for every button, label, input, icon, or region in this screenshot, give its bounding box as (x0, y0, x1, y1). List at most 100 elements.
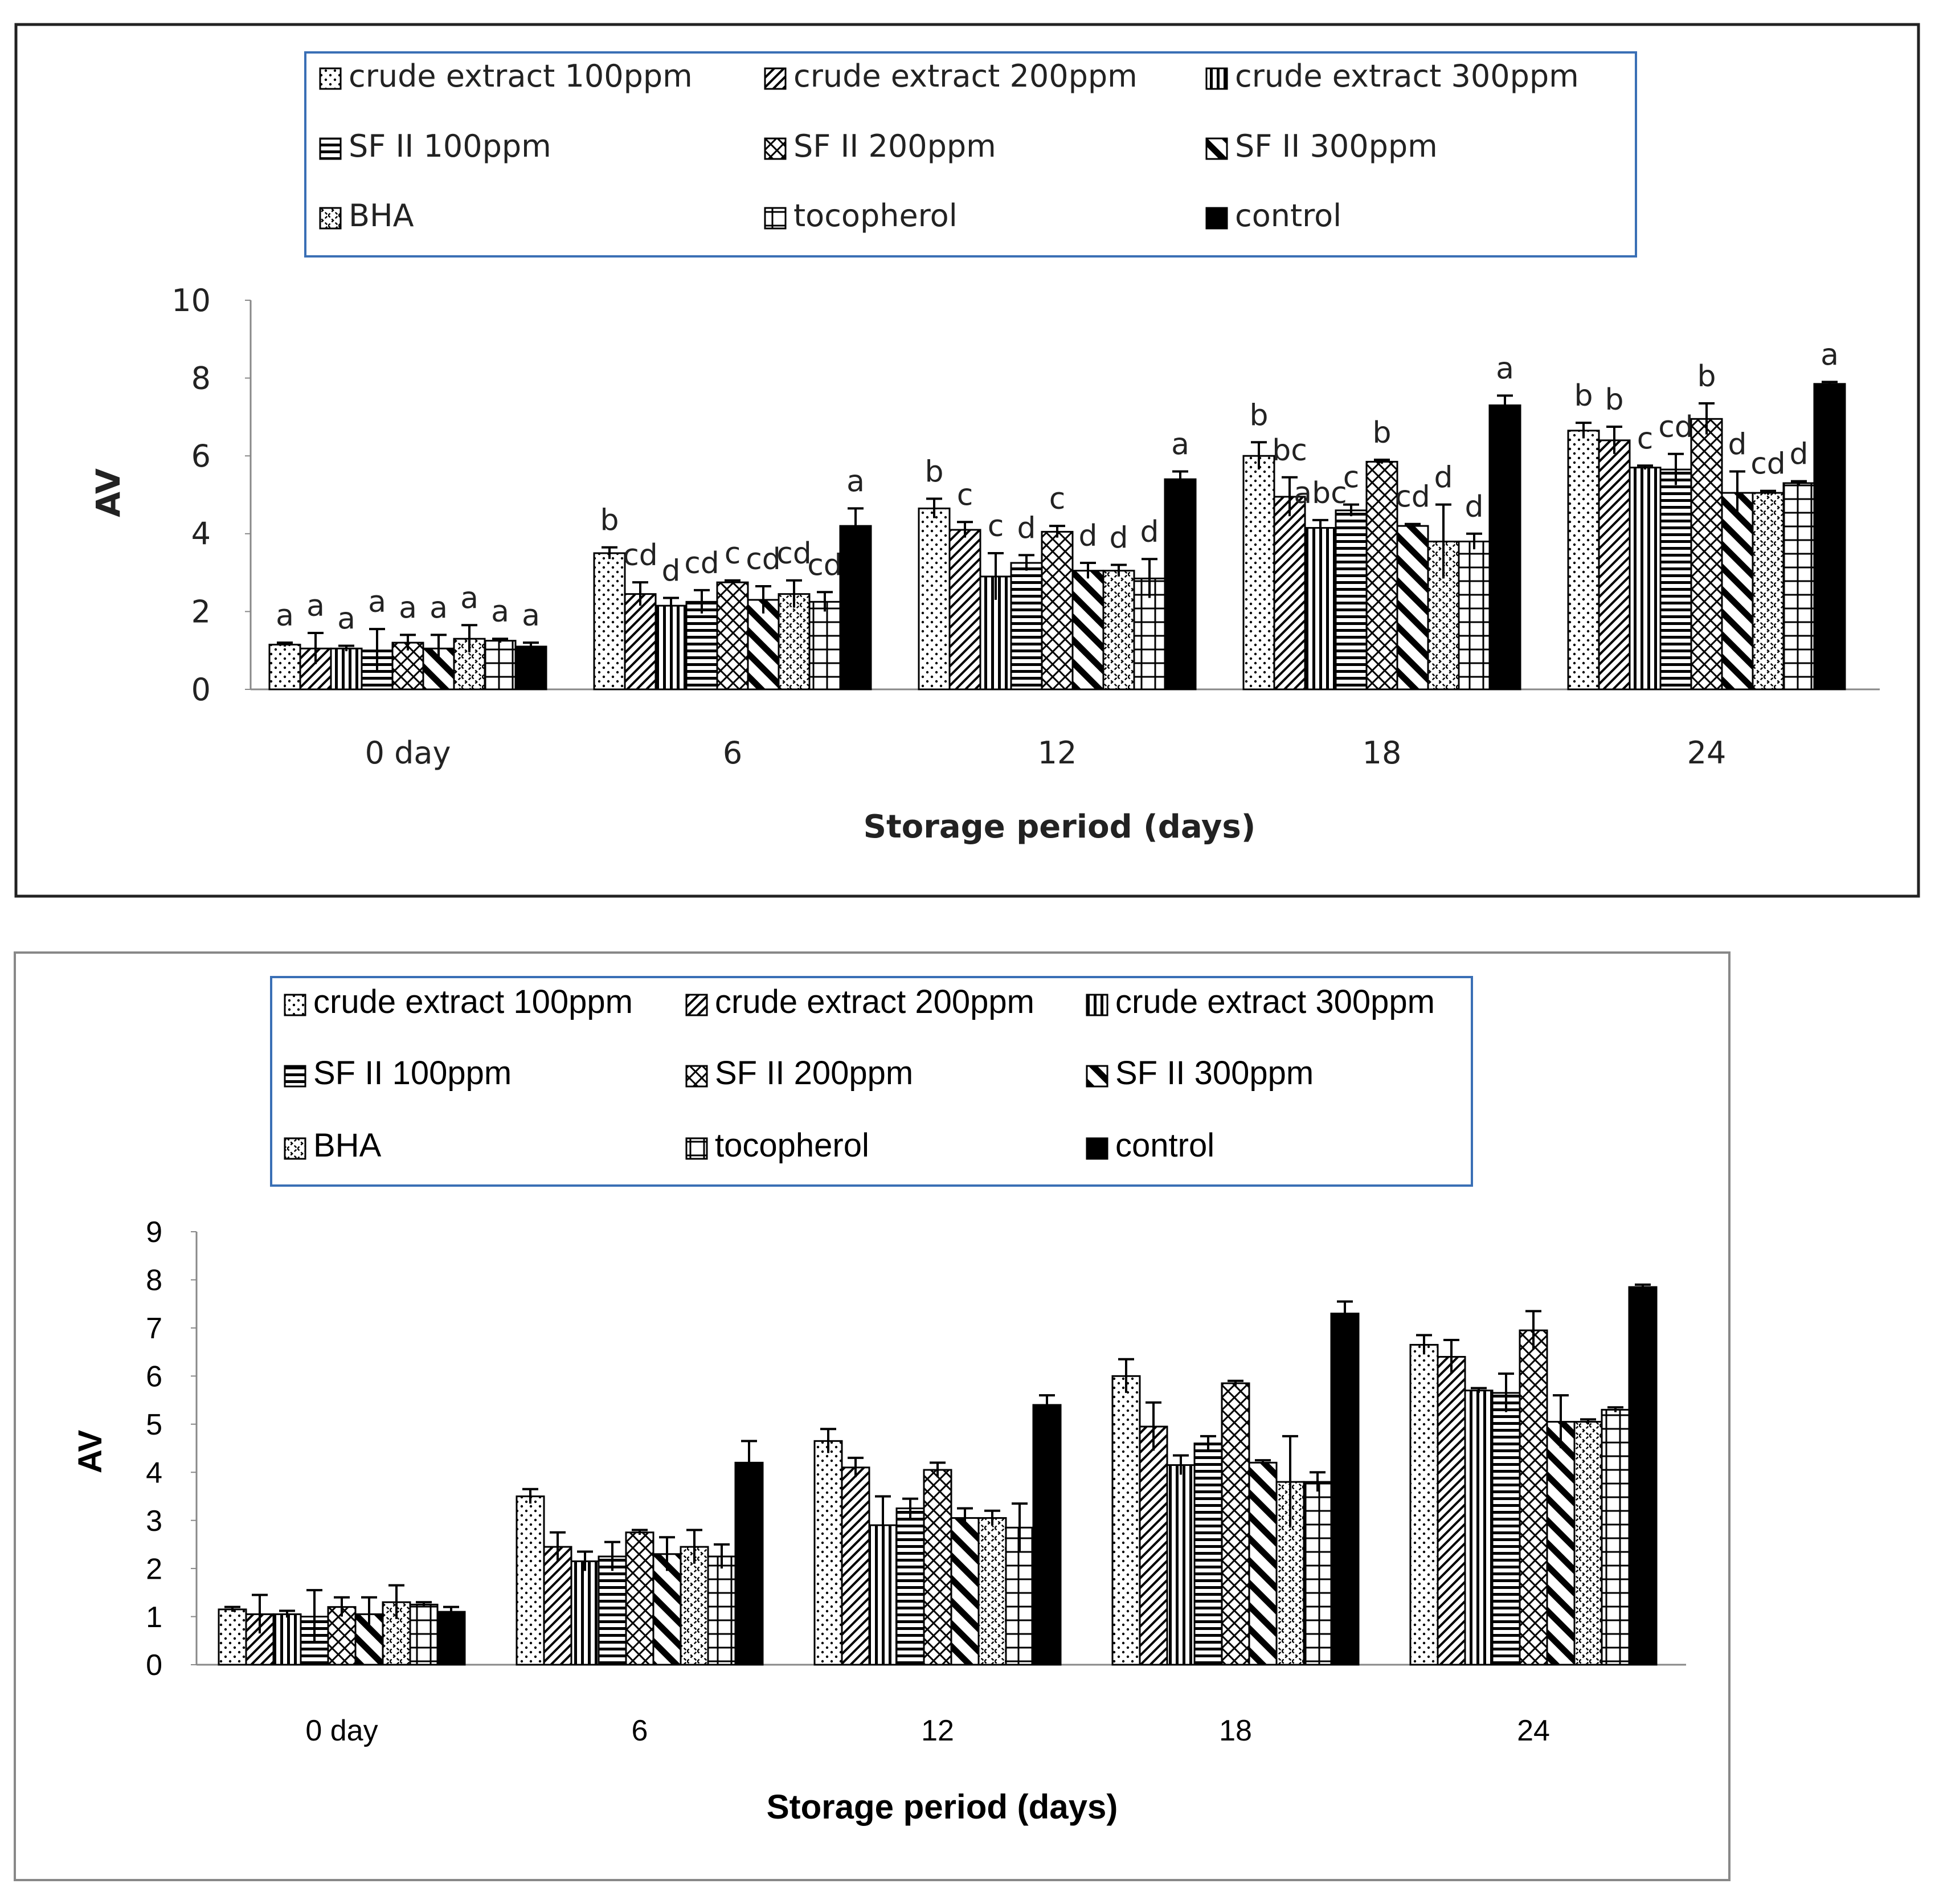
x-tick-label: 0 day (305, 1714, 378, 1747)
significance-label: a (846, 464, 865, 499)
legend-swatch (1086, 1065, 1108, 1088)
bar-sf-ii-200ppm-24 (1690, 418, 1723, 690)
y-tick-label: 6 (191, 438, 211, 474)
legend-label: crude extract 100ppm (313, 983, 633, 1020)
bar-control-24 (1628, 1286, 1658, 1666)
bar-sf-ii-200ppm-24 (1519, 1329, 1548, 1666)
error-bar (523, 642, 539, 651)
bar-crude-extract-300ppm-6 (654, 604, 688, 690)
error-bar (902, 1497, 918, 1518)
significance-label: d (1078, 519, 1097, 553)
bar-sf-ii-300ppm-12 (950, 1517, 980, 1666)
error-bar (602, 546, 617, 559)
bar-crude-extract-100ppm-12 (813, 1440, 843, 1666)
legend-swatch (685, 994, 708, 1016)
bar-sf-ii-300ppm-24 (1546, 1421, 1576, 1666)
legend-item-crude-extract-200ppm: crude extract 200ppm (685, 983, 1034, 1020)
error-bar (1049, 525, 1065, 538)
bar-sf-ii-100ppm-24 (1491, 1392, 1521, 1666)
legend-label: SF II 300ppm (1235, 128, 1438, 164)
legend-item-sf-ii-300ppm: SF II 300ppm (1086, 1055, 1314, 1092)
error-bar (1080, 562, 1096, 579)
error-bar (1576, 422, 1592, 439)
legend-label: crude extract 200ppm (793, 58, 1138, 94)
error-bar (663, 596, 679, 614)
bar-bha-12 (1102, 570, 1135, 690)
significance-label: a (1496, 352, 1514, 386)
chart-panel-top: crude extract 100ppm crude extract 200ppm… (14, 23, 1920, 898)
y-tick-label: 5 (146, 1408, 162, 1441)
y-tick-label: 0 (146, 1649, 162, 1682)
bar-crude-extract-200ppm-6 (543, 1546, 572, 1666)
bar-tocopherol-0-day (484, 640, 517, 690)
legend: crude extract 100ppm crude extract 200ppm… (284, 983, 1435, 1164)
error-bar (334, 1596, 350, 1617)
error-bar (1255, 1459, 1271, 1465)
error-bar (1111, 563, 1127, 577)
legend-item-tocopherol: tocopherol (764, 198, 958, 234)
error-bar (1497, 394, 1513, 415)
significance-label: abc (1294, 476, 1347, 510)
error-bar (1791, 480, 1807, 485)
bar-crude-extract-100ppm-18 (1242, 455, 1275, 690)
error-bar (1337, 1300, 1353, 1326)
legend-label: control (1115, 1127, 1214, 1164)
bar-crude-extract-200ppm-6 (624, 593, 657, 690)
bar-control-6 (839, 525, 872, 690)
significance-label: b (924, 455, 943, 489)
legend-swatch (284, 1137, 306, 1160)
y-tick-label: 2 (191, 594, 211, 630)
significance-label: d (1434, 461, 1453, 495)
x-tick-label: 18 (1363, 735, 1402, 771)
error-bar (694, 589, 710, 614)
bar-crude-extract-100ppm-12 (918, 507, 951, 690)
error-bar (369, 628, 385, 672)
error-bar (1173, 1454, 1189, 1475)
legend-label: crude extract 100ppm (349, 58, 693, 94)
error-bar (817, 591, 833, 612)
significance-label: c (1637, 422, 1654, 456)
y-tick-label: 10 (171, 283, 211, 318)
y-axis-label: AV (89, 468, 128, 517)
legend-item-tocopherol: tocopherol (685, 1127, 869, 1164)
legend-swatch (319, 137, 342, 160)
legend-label: crude extract 300ppm (1235, 58, 1579, 94)
legend-item-control: control (1205, 198, 1341, 234)
error-bar (632, 1529, 648, 1535)
significance-label: b (1605, 383, 1623, 417)
bar-sf-ii-300ppm-24 (1721, 492, 1754, 690)
x-tick-label: 6 (723, 735, 742, 771)
significance-label: c (1049, 482, 1066, 516)
significance-label: b (1697, 359, 1716, 394)
error-bar (1637, 464, 1653, 470)
bar-crude-extract-300ppm-0-day (330, 647, 363, 690)
x-tick-label: 24 (1517, 1714, 1550, 1747)
bar-crude-extract-100ppm-0-day (268, 643, 301, 690)
x-tick-label: 24 (1687, 735, 1727, 771)
error-bar (632, 581, 648, 606)
legend-label: SF II 100ppm (313, 1055, 512, 1092)
error-bar (1228, 1379, 1243, 1386)
error-bar (820, 1428, 836, 1453)
legend-box (270, 976, 1473, 1187)
significance-label: a (491, 595, 509, 629)
bar-series-group (218, 1283, 1658, 1666)
legend-item-crude-extract-100ppm: crude extract 100ppm (319, 58, 693, 94)
x-tick-label: 18 (1219, 1714, 1252, 1747)
error-bar (279, 1609, 295, 1618)
error-bar (926, 497, 942, 518)
error-bar (550, 1531, 566, 1562)
significance-label: c (725, 537, 741, 571)
legend-label: BHA (313, 1127, 382, 1164)
significance-label: bc (1272, 434, 1307, 468)
bar-control-18 (1330, 1313, 1360, 1666)
x-tick-label: 0 day (365, 735, 451, 771)
legend-item-sf-ii-200ppm: SF II 200ppm (685, 1055, 913, 1092)
legend-item-crude-extract-300ppm: crude extract 300ppm (1086, 983, 1435, 1020)
error-bar (1580, 1418, 1596, 1424)
legend-swatch (1086, 994, 1108, 1016)
bar-bha-24 (1573, 1421, 1603, 1666)
significance-label: a (399, 591, 417, 625)
error-bar (957, 521, 973, 538)
